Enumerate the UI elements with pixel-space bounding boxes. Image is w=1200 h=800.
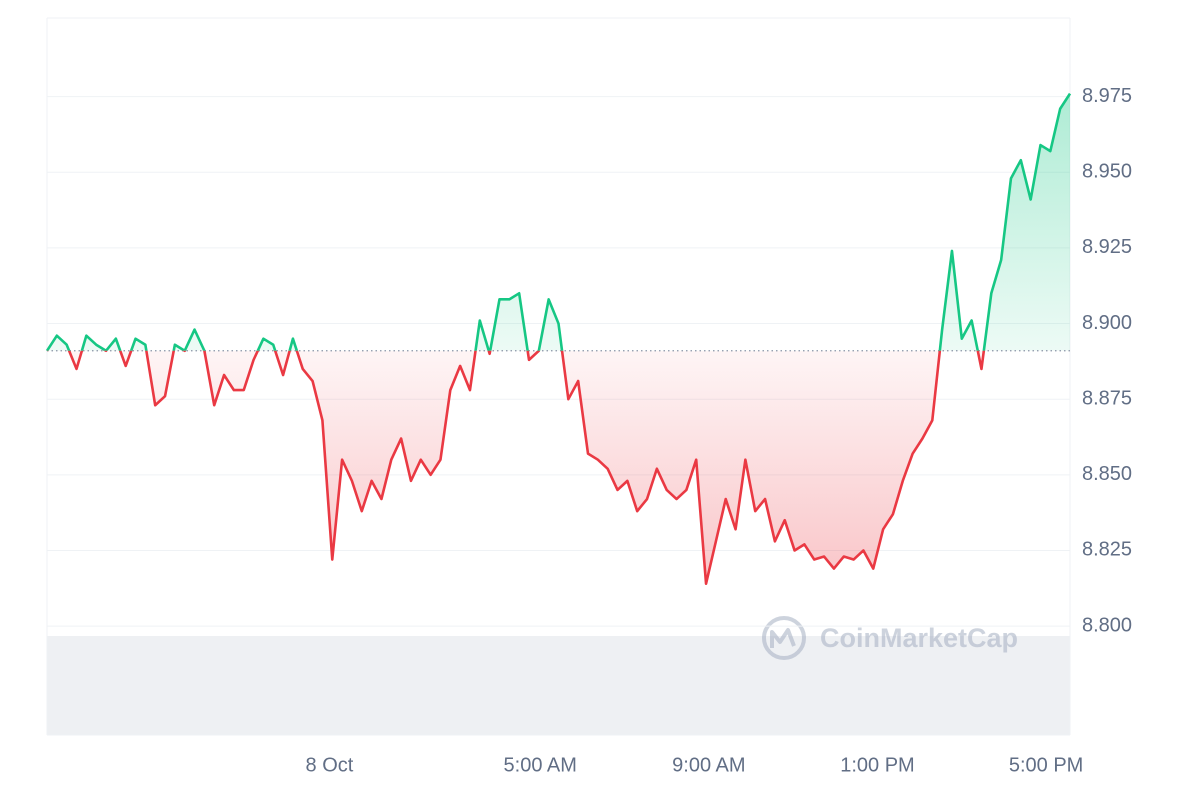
- y-tick-label: 8.950: [1082, 161, 1132, 183]
- price-line-down: [47, 350, 986, 586]
- y-tick-label: 8.825: [1082, 539, 1132, 561]
- watermark-logo-mark: [770, 628, 796, 648]
- x-tick-label: 5:00 AM: [504, 754, 577, 776]
- y-tick-label: 8.875: [1082, 387, 1132, 409]
- watermark-logo: [762, 616, 806, 660]
- watermark-text: CoinMarketCap: [820, 623, 1018, 653]
- price-line-up: [45, 92, 1072, 351]
- y-tick-label: 8.900: [1082, 312, 1132, 334]
- x-tick-label: 9:00 AM: [672, 754, 745, 776]
- x-tick-label: 5:00 PM: [1009, 754, 1083, 776]
- x-tick-label: 1:00 PM: [840, 754, 914, 776]
- area-up: [47, 93, 1070, 351]
- y-tick-label: 8.850: [1082, 463, 1132, 485]
- watermark: CoinMarketCap: [762, 616, 1018, 660]
- area-down: [47, 350, 1070, 584]
- x-tick-label: 8 Oct: [306, 754, 354, 776]
- volume-area: [47, 636, 1070, 735]
- y-tick-label: 8.800: [1082, 614, 1132, 636]
- y-tick-label: 8.975: [1082, 85, 1132, 107]
- y-tick-label: 8.925: [1082, 236, 1132, 258]
